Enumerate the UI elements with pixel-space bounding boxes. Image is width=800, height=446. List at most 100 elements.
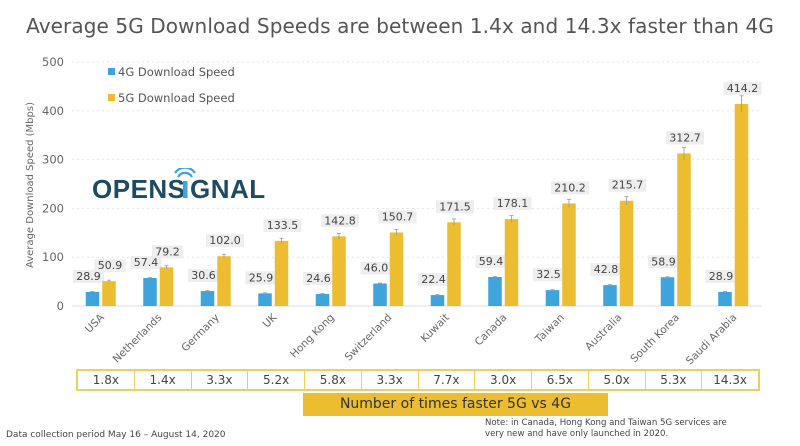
data-label-bg [130,255,162,269]
y-tick-label: 0 [57,299,64,313]
data-label-bg [360,261,392,275]
bar-5g [677,153,691,306]
y-tick-labels: 0 100 200 300 400 500 [42,55,64,313]
multiplier-cell: 7.7x [419,371,476,389]
legend-swatch-5g [108,94,115,101]
data-label-5g: 312.7 [669,131,701,144]
svg-text:OPENS: OPENS [92,174,186,204]
data-label-5g: 102.0 [209,234,241,247]
bar-4g [488,277,502,306]
x-tick-label: Kuwait [419,312,452,345]
multiplier-cell: 6.5x [532,371,589,389]
bar-4g [200,291,215,306]
multiplier-cell: 14.3x [713,373,748,387]
x-tick-label: Switzerland [343,312,395,364]
data-label-bg [532,268,565,282]
multiplier-cell: 1.4x [135,371,192,389]
bar-5g [619,200,634,306]
data-label-5g: 79.2 [155,245,180,258]
data-label-bg [263,218,302,232]
data-label-4g: 22.4 [421,273,446,286]
bar-4g [373,283,387,306]
footer-note-line2: very new and have only launched in 2020. [485,429,669,439]
bar-4g [85,291,100,306]
bar-5g [389,232,404,306]
multiplier-cell: 5.0x [589,371,646,389]
bar-5g [504,219,519,306]
y-tick-label: 200 [42,201,64,215]
bar-4g [430,295,445,306]
x-tick-label: Germany [179,312,222,355]
bar-4g [258,293,272,306]
multiplier-cell: 1.8x [78,371,135,389]
data-label-5g: 142.8 [324,214,356,227]
data-label-bg [151,245,184,259]
data-label-4g: 42.8 [594,263,619,276]
y-tick-label: 300 [42,153,64,167]
data-label-bg [378,210,417,224]
bar-5g [734,103,749,307]
data-label-bg [302,271,335,285]
bar-5g [274,240,289,306]
data-label-5g: 215.7 [612,179,644,192]
x-tick-label: South Korea [628,312,681,365]
data-label-5g: 171.5 [439,200,471,213]
data-label-bg [94,259,126,273]
x-tick-label: UK [261,311,281,331]
footer-note-line1: Note: in Canada, Hong Kong and Taiwan 5G… [485,418,727,428]
data-label-4g: 24.6 [306,272,331,285]
data-label-4g: 57.4 [134,256,159,269]
legend-swatch-4g [108,68,115,75]
y-tick-label: 500 [42,55,64,69]
bar-5g [562,203,576,306]
multiplier-cell: 5.2x [248,371,305,389]
bar-5g [217,256,231,306]
bar-4g [545,290,560,306]
data-label-5g: 50.9 [98,259,123,272]
data-label-4g: 30.6 [191,269,216,282]
data-label-bg [723,81,762,95]
legend-label-5g: 5G Download Speed [118,91,235,105]
data-label-bg [551,181,589,195]
legend: 4G Download Speed 5G Download Speed [108,65,235,105]
y-tick-label: 400 [42,104,64,118]
multiplier-cell: 5.8x [305,371,362,389]
x-tick-label: Saudi Arabia [684,312,740,368]
data-label-bg [705,269,737,283]
footer-note: Note: in Canada, Hong Kong and Taiwan 5G… [485,418,785,440]
chart-title: Average 5G Download Speeds are between 1… [26,14,774,38]
data-label-5g: 133.5 [267,219,299,232]
y-tick-label: 100 [42,250,64,264]
multiplier-cell: 3.0x [475,371,532,389]
bar-4g [315,293,330,306]
bar-4g [603,285,617,306]
data-label-bg [72,269,105,283]
data-label-5g: 178.1 [497,197,529,210]
data-label-bg [608,178,647,192]
data-label-4g: 28.9 [76,270,101,283]
y-axis-label: Average Download Speed (Mbps) [25,102,36,268]
x-tick-label: Taiwan [532,312,566,346]
multiplier-cell: 3.3x [362,371,419,389]
data-label-bg [417,273,450,287]
x-tick-labels: USA Netherlands Germany UK Hong Kong Switzerl… [83,311,739,367]
x-tick-label: Canada [473,312,510,349]
data-label-4g: 46.0 [364,262,389,275]
data-label-bg [321,214,359,228]
data-label-4g: 58.9 [651,255,676,268]
data-label-4g: 32.5 [536,268,561,281]
x-tick-label: Hong Kong [288,312,337,361]
data-label-bg [590,263,622,277]
multiplier-cell: 3.3x [192,371,249,389]
bar-5g [447,222,461,306]
bar-4g [143,277,157,306]
data-label-bg [436,200,474,214]
legend-label-4g: 4G Download Speed [118,65,235,79]
data-label-bg [647,255,680,269]
data-label-4g: 28.9 [709,270,734,283]
bar-5g [332,236,346,306]
data-label-5g: 150.7 [382,210,414,223]
gridlines [72,61,762,307]
bars: 28.950.9 57.479.230.6102.025.9133.524.614… [72,81,762,307]
